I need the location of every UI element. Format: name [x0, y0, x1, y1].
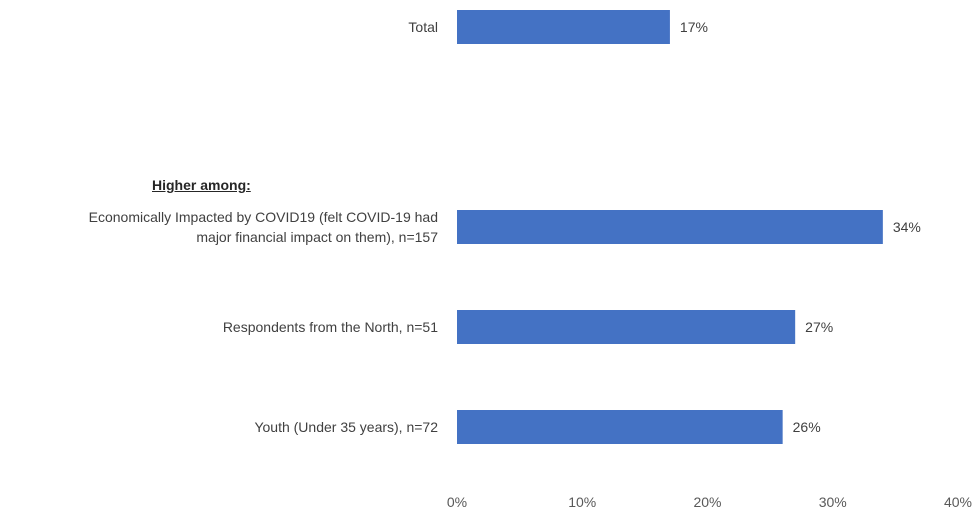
- data-label-1: 34%: [893, 219, 921, 235]
- x-tick-label-2: 20%: [693, 494, 721, 510]
- bar-1: [457, 210, 883, 244]
- x-tick-label-4: 40%: [944, 494, 972, 510]
- bar-0: [457, 10, 670, 44]
- category-label-2: Respondents from the North, n=51: [223, 319, 438, 335]
- data-label-2: 27%: [805, 319, 833, 335]
- data-label-3: 26%: [793, 419, 821, 435]
- x-tick-label-3: 30%: [819, 494, 847, 510]
- data-label-0: 17%: [680, 19, 708, 35]
- category-label-1-line-1: major financial impact on them), n=157: [196, 229, 438, 245]
- category-label-0: Total: [408, 19, 438, 35]
- category-label-1-line-0: Economically Impacted by COVID19 (felt C…: [89, 209, 438, 225]
- x-tick-label-1: 10%: [568, 494, 596, 510]
- category-label-3: Youth (Under 35 years), n=72: [254, 419, 438, 435]
- bar-2: [457, 310, 796, 344]
- x-tick-label-0: 0%: [447, 494, 467, 510]
- bar-3: [457, 410, 783, 444]
- group-heading-higher-among: Higher among:: [152, 177, 251, 193]
